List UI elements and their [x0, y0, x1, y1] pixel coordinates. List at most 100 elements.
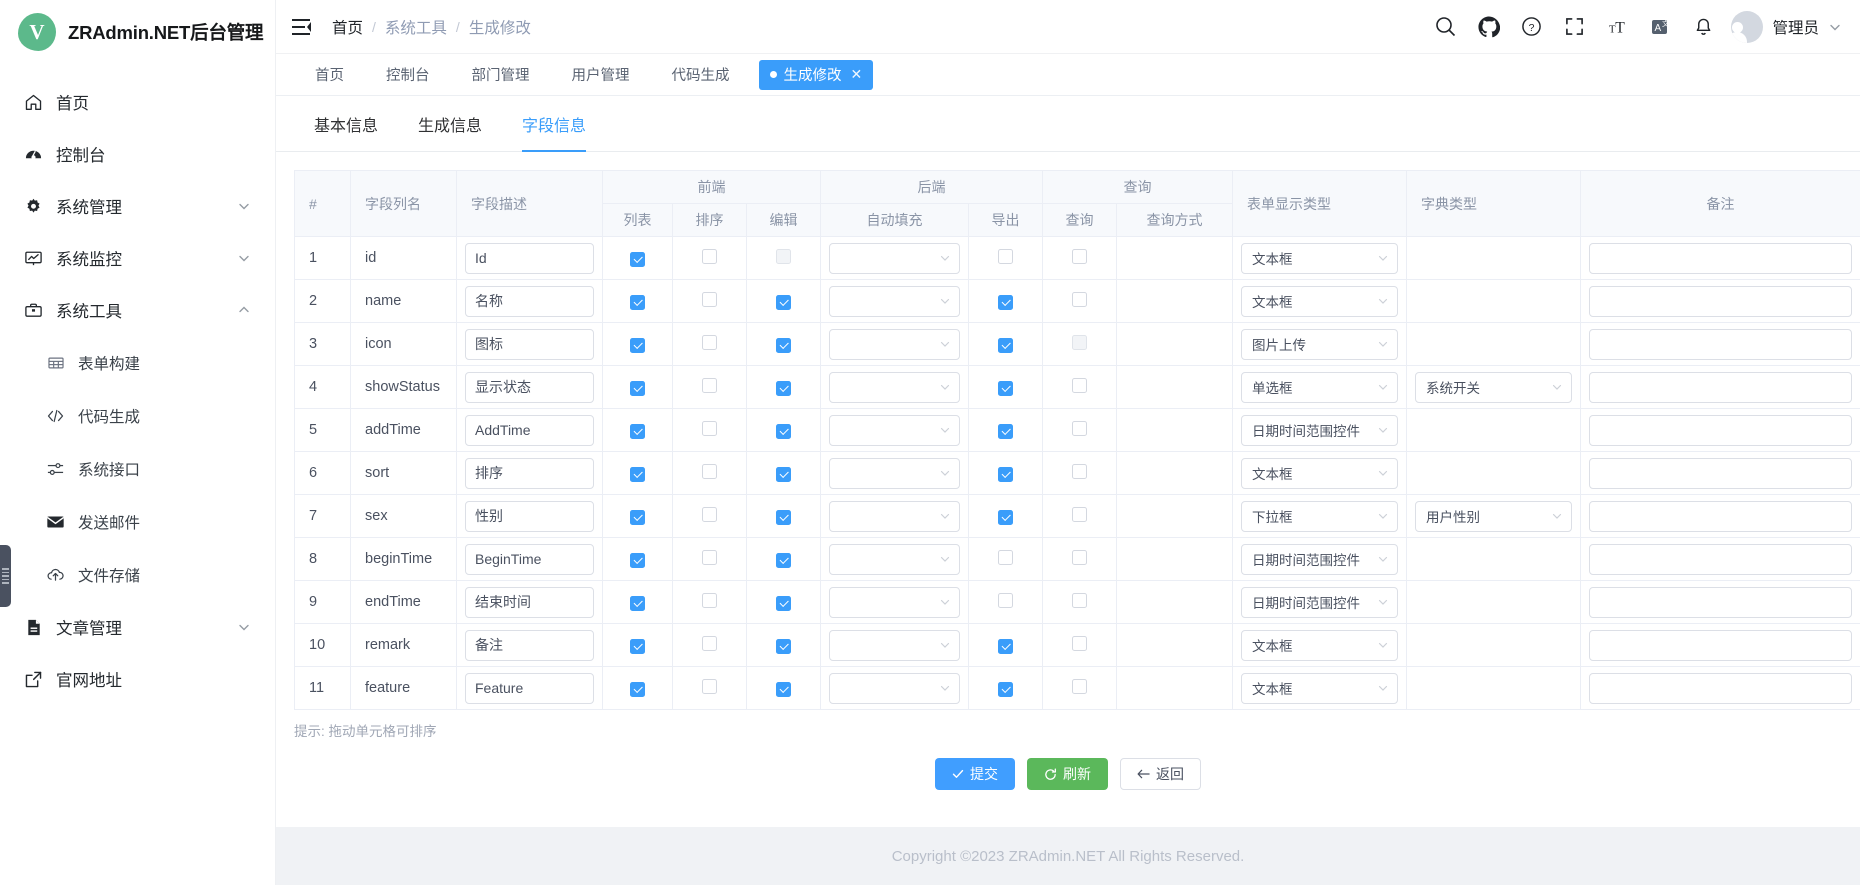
sidebar-item-7[interactable]: 系统接口 [0, 442, 275, 495]
edit-checkbox[interactable] [776, 381, 792, 397]
chevron-down-icon[interactable] [237, 251, 251, 265]
breadcrumb-item-2[interactable]: 生成修改 [468, 19, 531, 37]
export-checkbox[interactable] [998, 248, 1014, 264]
list-checkbox[interactable] [630, 295, 645, 311]
export-checkbox[interactable] [998, 682, 1014, 698]
chevron-down-icon[interactable] [237, 620, 251, 634]
sidebar-item-5[interactable]: 表单构建 [0, 336, 275, 389]
subtab-0[interactable]: 基本信息 [294, 96, 398, 152]
sort-checkbox[interactable] [702, 549, 717, 565]
remark-input[interactable] [1589, 371, 1853, 403]
list-checkbox[interactable] [630, 510, 645, 526]
list-checkbox[interactable] [630, 639, 645, 655]
field-desc-input[interactable] [465, 457, 594, 489]
query-checkbox[interactable] [1072, 592, 1088, 608]
tab-0[interactable]: 首页 [294, 54, 365, 96]
sort-checkbox[interactable] [702, 592, 717, 608]
tab-1[interactable]: 控制台 [365, 54, 451, 96]
edit-checkbox[interactable] [776, 424, 792, 440]
query-checkbox[interactable] [1072, 506, 1088, 522]
field-desc-input[interactable] [465, 586, 594, 618]
brand[interactable]: V ZRAdmin.NET后台管理 [0, 0, 275, 64]
remark-input[interactable] [1589, 242, 1853, 274]
tab-2[interactable]: 部门管理 [451, 54, 551, 96]
list-checkbox[interactable] [630, 596, 645, 612]
remark-input[interactable] [1589, 414, 1853, 446]
sidebar-item-10[interactable]: 文章管理 [0, 601, 275, 653]
breadcrumb-item-0[interactable]: 首页 [332, 19, 364, 37]
table-row[interactable]: 1id 文本框 [294, 236, 1860, 280]
field-desc-input[interactable] [465, 285, 594, 317]
sidebar-item-8[interactable]: 发送邮件 [0, 495, 275, 548]
sidebar-item-0[interactable]: 首页 [0, 76, 275, 128]
form-type-select[interactable]: 下拉框 [1241, 500, 1399, 532]
edit-checkbox[interactable] [776, 639, 792, 655]
edit-checkbox[interactable] [776, 510, 792, 526]
field-desc-input[interactable] [465, 500, 594, 532]
subtab-2-active[interactable]: 字段信息 [502, 96, 606, 152]
form-type-select[interactable]: 日期时间范围控件 [1241, 414, 1399, 446]
sidebar-item-1[interactable]: 控制台 [0, 128, 275, 180]
edit-checkbox[interactable] [776, 682, 792, 698]
export-checkbox[interactable] [998, 381, 1014, 397]
list-checkbox[interactable] [630, 338, 645, 354]
autofill-select[interactable] [829, 543, 961, 575]
edit-checkbox[interactable] [776, 467, 792, 483]
tab-5-active[interactable]: 生成修改 ✕ [758, 59, 874, 90]
export-checkbox[interactable] [998, 592, 1014, 608]
query-checkbox[interactable] [1072, 549, 1088, 565]
export-checkbox[interactable] [998, 549, 1014, 565]
help-icon[interactable]: ? [1520, 15, 1543, 38]
sidebar-item-9[interactable]: 文件存储 [0, 548, 275, 601]
sort-checkbox[interactable] [702, 420, 717, 436]
query-checkbox[interactable] [1072, 248, 1088, 264]
field-desc-input[interactable] [465, 242, 594, 274]
remark-input[interactable] [1589, 543, 1853, 575]
chevron-up-icon[interactable] [237, 303, 251, 317]
autofill-select[interactable] [829, 285, 961, 317]
subtab-1[interactable]: 生成信息 [398, 96, 502, 152]
sidebar-scroll-handle[interactable] [0, 545, 11, 607]
field-desc-input[interactable] [465, 371, 594, 403]
sidebar-item-3[interactable]: 系统监控 [0, 232, 275, 284]
chevron-down-icon[interactable] [237, 199, 251, 213]
sidebar-item-2[interactable]: 系统管理 [0, 180, 275, 232]
sort-checkbox[interactable] [702, 248, 717, 264]
form-type-select[interactable]: 文本框 [1241, 457, 1399, 489]
form-type-select[interactable]: 文本框 [1241, 672, 1399, 704]
fullscreen-icon[interactable] [1563, 15, 1586, 38]
remark-input[interactable] [1589, 586, 1853, 618]
remark-input[interactable] [1589, 285, 1853, 317]
chevron-down-icon[interactable] [1828, 20, 1842, 34]
list-checkbox[interactable] [630, 424, 645, 440]
tab-close-icon[interactable]: ✕ [850, 66, 863, 82]
field-desc-input[interactable] [465, 672, 594, 704]
form-type-select[interactable]: 单选框 [1241, 371, 1399, 403]
autofill-select[interactable] [829, 672, 961, 704]
query-checkbox[interactable] [1072, 420, 1088, 436]
user-menu[interactable]: 管理员 [1731, 10, 1842, 43]
github-icon[interactable] [1477, 15, 1500, 38]
form-type-select[interactable]: 日期时间范围控件 [1241, 543, 1399, 575]
export-checkbox[interactable] [998, 338, 1014, 354]
list-checkbox[interactable] [630, 381, 645, 397]
field-desc-input[interactable] [465, 328, 594, 360]
bell-icon[interactable] [1692, 15, 1715, 38]
list-checkbox[interactable] [630, 467, 645, 483]
remark-input[interactable] [1589, 500, 1853, 532]
sort-checkbox[interactable] [702, 678, 717, 694]
autofill-select[interactable] [829, 629, 961, 661]
sort-checkbox[interactable] [702, 377, 717, 393]
collapse-menu-icon[interactable] [290, 15, 314, 39]
list-checkbox[interactable] [630, 252, 645, 268]
form-type-select[interactable]: 文本框 [1241, 242, 1399, 274]
form-type-select[interactable]: 日期时间范围控件 [1241, 586, 1399, 618]
export-checkbox[interactable] [998, 510, 1014, 526]
autofill-select[interactable] [829, 371, 961, 403]
sidebar-item-4[interactable]: 系统工具 [0, 284, 275, 336]
